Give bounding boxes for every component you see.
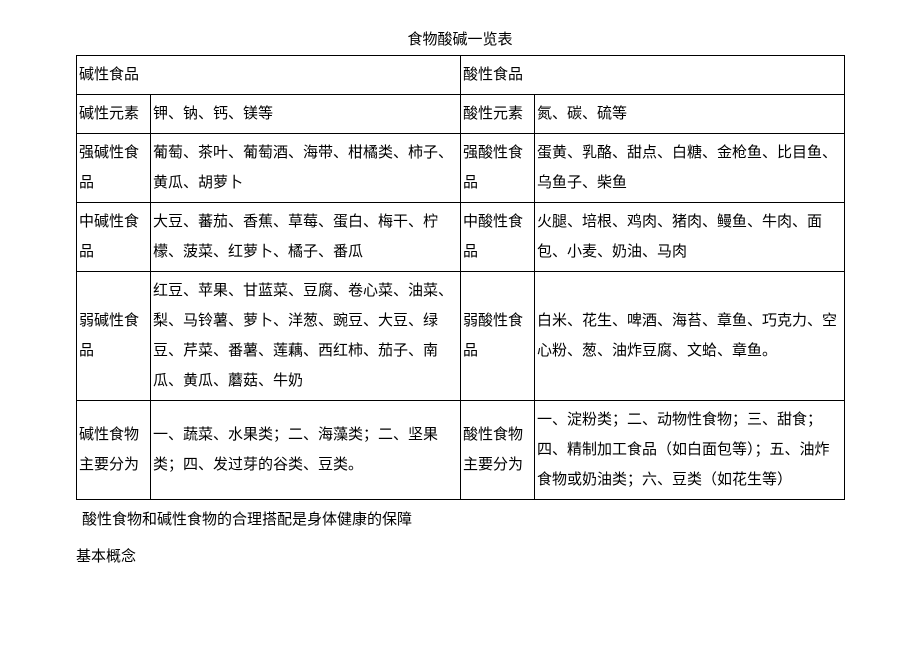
footer-line-1: 酸性食物和碱性食物的合理搭配是身体健康的保障: [76, 504, 844, 537]
table-cell: 弱酸性食品: [461, 272, 535, 401]
table-cell: 碱性食品: [77, 56, 461, 95]
table-row: 弱碱性食品红豆、苹果、甘蓝菜、豆腐、卷心菜、油菜、梨、马铃薯、萝卜、洋葱、豌豆、…: [77, 272, 845, 401]
table-cell: 白米、花生、啤酒、海苔、章鱼、巧克力、空心粉、葱、油炸豆腐、文蛤、章鱼。: [535, 272, 845, 401]
table-cell: 大豆、蕃茄、香蕉、草莓、蛋白、梅干、柠檬、菠菜、红萝卜、橘子、番瓜: [151, 203, 461, 272]
footer-line-2: 基本概念: [76, 541, 844, 574]
page-title: 食物酸碱一览表: [76, 28, 844, 49]
table-row: 强碱性食品葡萄、茶叶、葡萄酒、海带、柑橘类、柿子、黄瓜、胡萝卜强酸性食品蛋黄、乳…: [77, 134, 845, 203]
table-cell: 碱性元素: [77, 95, 151, 134]
table-cell: 红豆、苹果、甘蓝菜、豆腐、卷心菜、油菜、梨、马铃薯、萝卜、洋葱、豌豆、大豆、绿豆…: [151, 272, 461, 401]
table-cell: 酸性食物主要分为: [461, 401, 535, 500]
table-cell: 弱碱性食品: [77, 272, 151, 401]
table-cell: 钾、钠、钙、镁等: [151, 95, 461, 134]
table-cell: 中酸性食品: [461, 203, 535, 272]
document-page: 食物酸碱一览表 碱性食品酸性食品碱性元素钾、钠、钙、镁等酸性元素氮、碳、硫等强碱…: [0, 0, 920, 574]
table-row: 碱性元素钾、钠、钙、镁等酸性元素氮、碳、硫等: [77, 95, 845, 134]
table-cell: 蛋黄、乳酪、甜点、白糖、金枪鱼、比目鱼、乌鱼子、柴鱼: [535, 134, 845, 203]
table-cell: 火腿、培根、鸡肉、猪肉、鳗鱼、牛肉、面包、小麦、奶油、马肉: [535, 203, 845, 272]
table-cell: 强酸性食品: [461, 134, 535, 203]
table-cell: 氮、碳、硫等: [535, 95, 845, 134]
table-cell: 葡萄、茶叶、葡萄酒、海带、柑橘类、柿子、黄瓜、胡萝卜: [151, 134, 461, 203]
table-cell: 酸性元素: [461, 95, 535, 134]
table-row: 中碱性食品大豆、蕃茄、香蕉、草莓、蛋白、梅干、柠檬、菠菜、红萝卜、橘子、番瓜中酸…: [77, 203, 845, 272]
table-cell: 一、淀粉类；二、动物性食物；三、甜食；四、精制加工食品（如白面包等）；五、油炸食…: [535, 401, 845, 500]
table-row: 碱性食物主要分为一、蔬菜、水果类；二、海藻类；二、坚果类；四、发过芽的谷类、豆类…: [77, 401, 845, 500]
table-cell: 碱性食物主要分为: [77, 401, 151, 500]
table-cell: 酸性食品: [461, 56, 845, 95]
table-cell: 强碱性食品: [77, 134, 151, 203]
table-body: 碱性食品酸性食品碱性元素钾、钠、钙、镁等酸性元素氮、碳、硫等强碱性食品葡萄、茶叶…: [77, 56, 845, 500]
table-row: 碱性食品酸性食品: [77, 56, 845, 95]
acid-alkali-table: 碱性食品酸性食品碱性元素钾、钠、钙、镁等酸性元素氮、碳、硫等强碱性食品葡萄、茶叶…: [76, 55, 845, 500]
table-cell: 一、蔬菜、水果类；二、海藻类；二、坚果类；四、发过芽的谷类、豆类。: [151, 401, 461, 500]
table-cell: 中碱性食品: [77, 203, 151, 272]
